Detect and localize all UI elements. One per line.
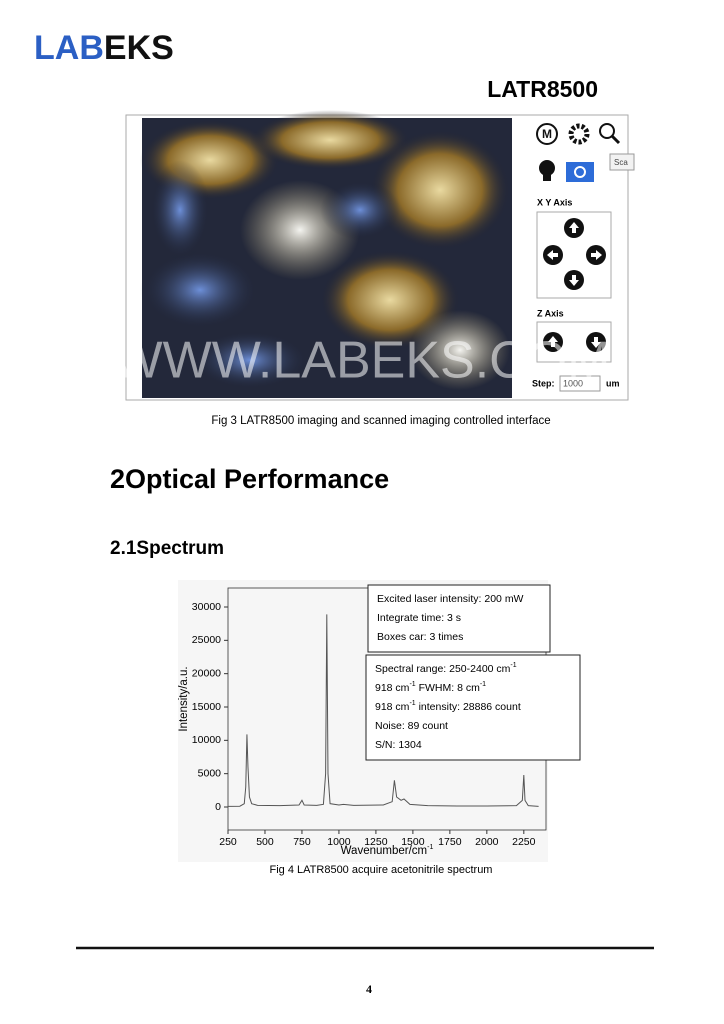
x-axis-label: Wavenumber/cm-1	[341, 844, 434, 857]
watermark: WWW.LABEKS.COM	[114, 332, 611, 390]
annotation-text: 918 cm-1 intensity: 28886 count	[375, 700, 521, 712]
x-tick-label: 500	[256, 836, 274, 848]
step-label: Step:	[532, 378, 555, 388]
figure-caption: Fig 3 LATR8500 imaging and scanned imagi…	[211, 415, 550, 427]
annotation-text: Excited laser intensity: 200 mW	[377, 593, 524, 605]
toolbar: M	[536, 123, 621, 182]
z-panel	[536, 321, 612, 363]
x-tick-label: 1500	[401, 836, 425, 848]
interface-screenshot: M Sca X Y Axis Z Axis Step: 1000 um WWW.…	[114, 110, 635, 401]
z-axis-label: Z Axis	[537, 308, 564, 318]
light-button[interactable]	[539, 160, 555, 176]
superscript: -1	[427, 844, 433, 851]
section-heading: 2Optical Performance	[110, 464, 389, 494]
text-segment: Excited laser intensity: 200 mW	[377, 593, 524, 605]
settings-button[interactable]	[568, 123, 590, 145]
y-tick-label: 20000	[192, 667, 221, 679]
x-tick-label: 750	[293, 836, 311, 848]
x-tick-label: 1250	[364, 836, 388, 848]
logo-part: EKS	[104, 29, 174, 67]
annotation-text: Boxes car: 3 times	[377, 631, 463, 643]
annotation-box	[367, 584, 551, 653]
text-segment: 918 cm	[375, 682, 410, 694]
text-segment: Wavenumber/cm	[341, 845, 428, 857]
tooltip	[609, 153, 635, 171]
y-tick-label: 25000	[192, 634, 221, 646]
arrow-glyphs	[547, 222, 602, 348]
annotation-box	[365, 654, 581, 761]
text-segment: Boxes car: 3 times	[377, 631, 463, 643]
subsection-heading: 2.1Spectrum	[110, 538, 224, 559]
y-tick-label: 0	[215, 801, 221, 813]
camera-button[interactable]	[566, 162, 594, 182]
annotation-text: S/N: 1304	[375, 739, 422, 751]
text-segment: intensity: 28886 count	[416, 701, 521, 713]
page-number: 4	[366, 982, 372, 996]
text-segment: Spectral range: 250-2400 cm	[375, 663, 511, 675]
text-segment: 918 cm	[375, 701, 410, 713]
logo-part: LAB	[34, 29, 104, 67]
annotation-text: Integrate time: 3 s	[377, 612, 461, 624]
text-segment: FWHM: 8 cm	[416, 682, 480, 694]
product-title: LATR8500	[487, 76, 598, 102]
superscript: -1	[409, 700, 415, 707]
y-tick-label: 30000	[192, 601, 221, 613]
annotation-text: Spectral range: 250-2400 cm-1	[375, 662, 517, 674]
y-axis-label: Intensity/a.u.	[178, 666, 190, 731]
x-tick-label: 2250	[512, 836, 536, 848]
x-tick-label: 250	[219, 836, 237, 848]
spectrum-chart: 0 5000 10000 15000 20000 25000 30000 250 500 750 1…	[178, 584, 581, 857]
xy-panel	[536, 211, 612, 299]
step-input[interactable]	[559, 375, 601, 392]
figure-caption: Fig 4 LATR8500 acquire acetonitrile spec…	[270, 864, 493, 876]
mode-button[interactable]	[536, 123, 558, 145]
text-segment: S/N: 1304	[375, 739, 422, 751]
xy-axis-label: X Y Axis	[537, 197, 572, 207]
x-tick-label: 1750	[438, 836, 462, 848]
superscript: -1	[409, 681, 415, 688]
superscript: -1	[510, 662, 516, 669]
y-tick-label: 5000	[198, 767, 222, 779]
y-tick-label: 10000	[192, 734, 221, 746]
step-unit: um	[606, 378, 620, 388]
logo: LABEKS	[34, 29, 174, 67]
annotation-text: 918 cm-1 FWHM: 8 cm-1	[375, 681, 486, 693]
zoom-button[interactable]	[599, 123, 615, 139]
text-segment: Integrate time: 3 s	[377, 612, 461, 624]
step-value: 1000	[563, 378, 583, 388]
text-segment: Noise: 89 count	[375, 720, 448, 732]
x-tick-label: 1000	[327, 836, 351, 848]
x-tick-label: 2000	[475, 836, 499, 848]
mode-icon: M	[542, 127, 552, 141]
tooltip-text: Sca	[614, 158, 628, 167]
image-texture	[140, 110, 510, 390]
annotation-text: Noise: 89 count	[375, 720, 448, 732]
spectrum-line	[227, 614, 539, 807]
y-tick-label: 15000	[192, 701, 221, 713]
superscript: -1	[480, 681, 486, 688]
